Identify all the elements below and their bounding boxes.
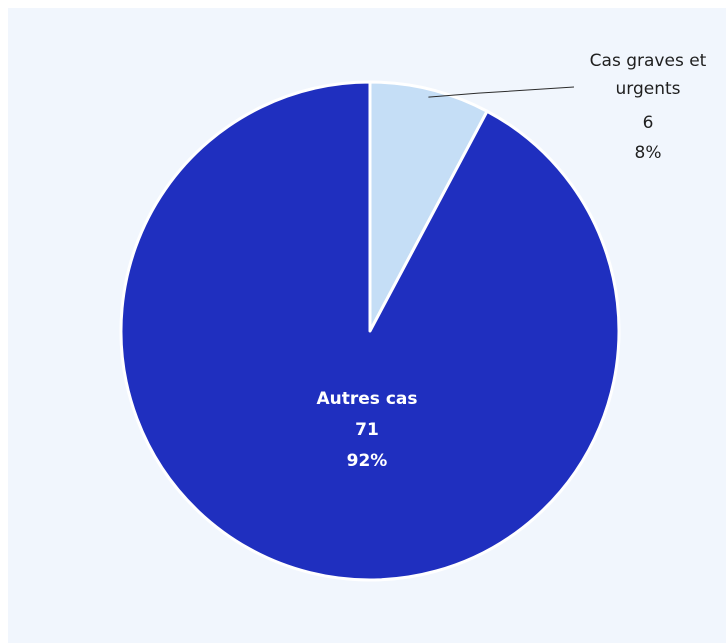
slice-0-name-line-1: Cas graves et [590,51,707,71]
slice-0-percent-label: 8% [635,143,662,163]
slice-1-name-line-1: Autres cas [316,389,417,409]
slice-label-cas-graves: Cas graves et urgents 6 8% [590,51,707,163]
slice-0-name-line-2: urgents [615,79,680,99]
leader-lines-layer [428,86,575,98]
leader-line-slice-0 [428,86,575,98]
slice-label-autres-cas: Autres cas 71 92% [316,389,417,471]
slice-1-percent-label: 92% [347,451,388,471]
pie-slice-1 [119,80,621,582]
slices-layer [119,80,621,582]
slice-1-value-label: 71 [355,420,379,440]
pie-slice-0 [368,80,489,333]
slice-0-value-label: 6 [643,113,654,133]
